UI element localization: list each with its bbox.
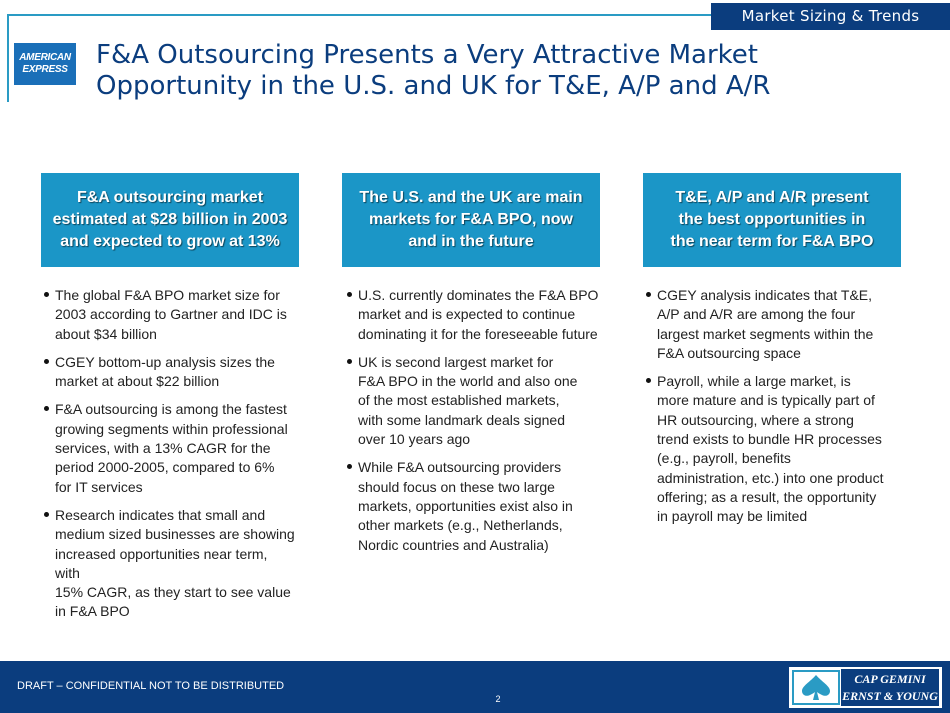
header-rule [7,14,711,16]
bullet-icon [44,406,49,412]
cap-gemini-ernst-young-logo: CAP GEMINI ERNST & YOUNG [789,667,942,708]
partner-line-1: CAP GEMINI [854,671,926,686]
bullet-item: Payroll, while a large market, is more m… [646,372,908,526]
bullet-text: CGEY analysis indicates that T&E, A/P an… [657,287,874,361]
column-1-bullets: The global F&A BPO market size for 2003 … [44,286,296,631]
bullet-text: F&A outsourcing is among the fastest gro… [55,401,288,495]
logo-line-2: EXPRESS [22,64,68,75]
column-1-heading: F&A outsourcing market estimated at $28 … [41,173,299,267]
bullet-text: The global F&A BPO market size for 2003 … [55,287,287,342]
column-2-bullets: U.S. currently dominates the F&A BPO mar… [347,286,599,564]
page-number: 2 [495,694,501,704]
header-side-rule [7,14,9,102]
bullet-item: Research indicates that small and medium… [44,506,296,622]
section-tag: Market Sizing & Trends [711,3,950,30]
bullet-item: The global F&A BPO market size for 2003 … [44,286,296,344]
bullet-icon [347,292,352,297]
bullet-text: CGEY bottom-up analysis sizes the market… [55,353,275,390]
bullet-icon [347,358,352,364]
bullet-item: CGEY analysis indicates that T&E, A/P an… [646,286,908,363]
bullet-item: F&A outsourcing is among the fastest gro… [44,400,296,496]
spade-icon [802,675,830,700]
column-2-heading: The U.S. and the UK are main markets for… [342,173,600,267]
bullet-icon [347,464,352,470]
bullet-icon [646,378,651,384]
column-3-heading: T&E, A/P and A/R present the best opport… [643,173,901,267]
american-express-logo: AMERICAN EXPRESS [14,43,76,85]
bullet-item: U.S. currently dominates the F&A BPO mar… [347,286,599,344]
bullet-item: While F&A outsourcing providers should f… [347,458,599,554]
confidential-notice: DRAFT – CONFIDENTIAL NOT TO BE DISTRIBUT… [17,680,285,692]
bullet-item: UK is second largest market for F&A BPO … [347,353,599,449]
bullet-icon [646,292,651,297]
bullet-icon [44,292,49,297]
bullet-text: UK is second largest market for F&A BPO … [358,353,578,448]
bullet-icon [44,511,49,517]
spade-emblem-icon [792,670,840,705]
partner-wordmark: CAP GEMINI ERNST & YOUNG [841,669,939,706]
bullet-item: CGEY bottom-up analysis sizes the market… [44,353,296,392]
bullet-text: Research indicates that small and medium… [55,506,295,620]
column-3-bullets: CGEY analysis indicates that T&E, A/P an… [646,286,908,536]
logo-line-1: AMERICAN [19,52,71,63]
bullet-text: Payroll, while a large market, is more m… [657,373,884,525]
bullet-text: While F&A outsourcing providers should f… [358,459,573,553]
bullet-icon [44,358,49,364]
bullet-text: U.S. currently dominates the F&A BPO mar… [358,287,599,342]
partner-line-2: ERNST & YOUNG [842,688,938,703]
page-title: F&A Outsourcing Presents a Very Attracti… [96,40,856,102]
page-title-text: F&A Outsourcing Presents a Very Attracti… [96,40,771,101]
